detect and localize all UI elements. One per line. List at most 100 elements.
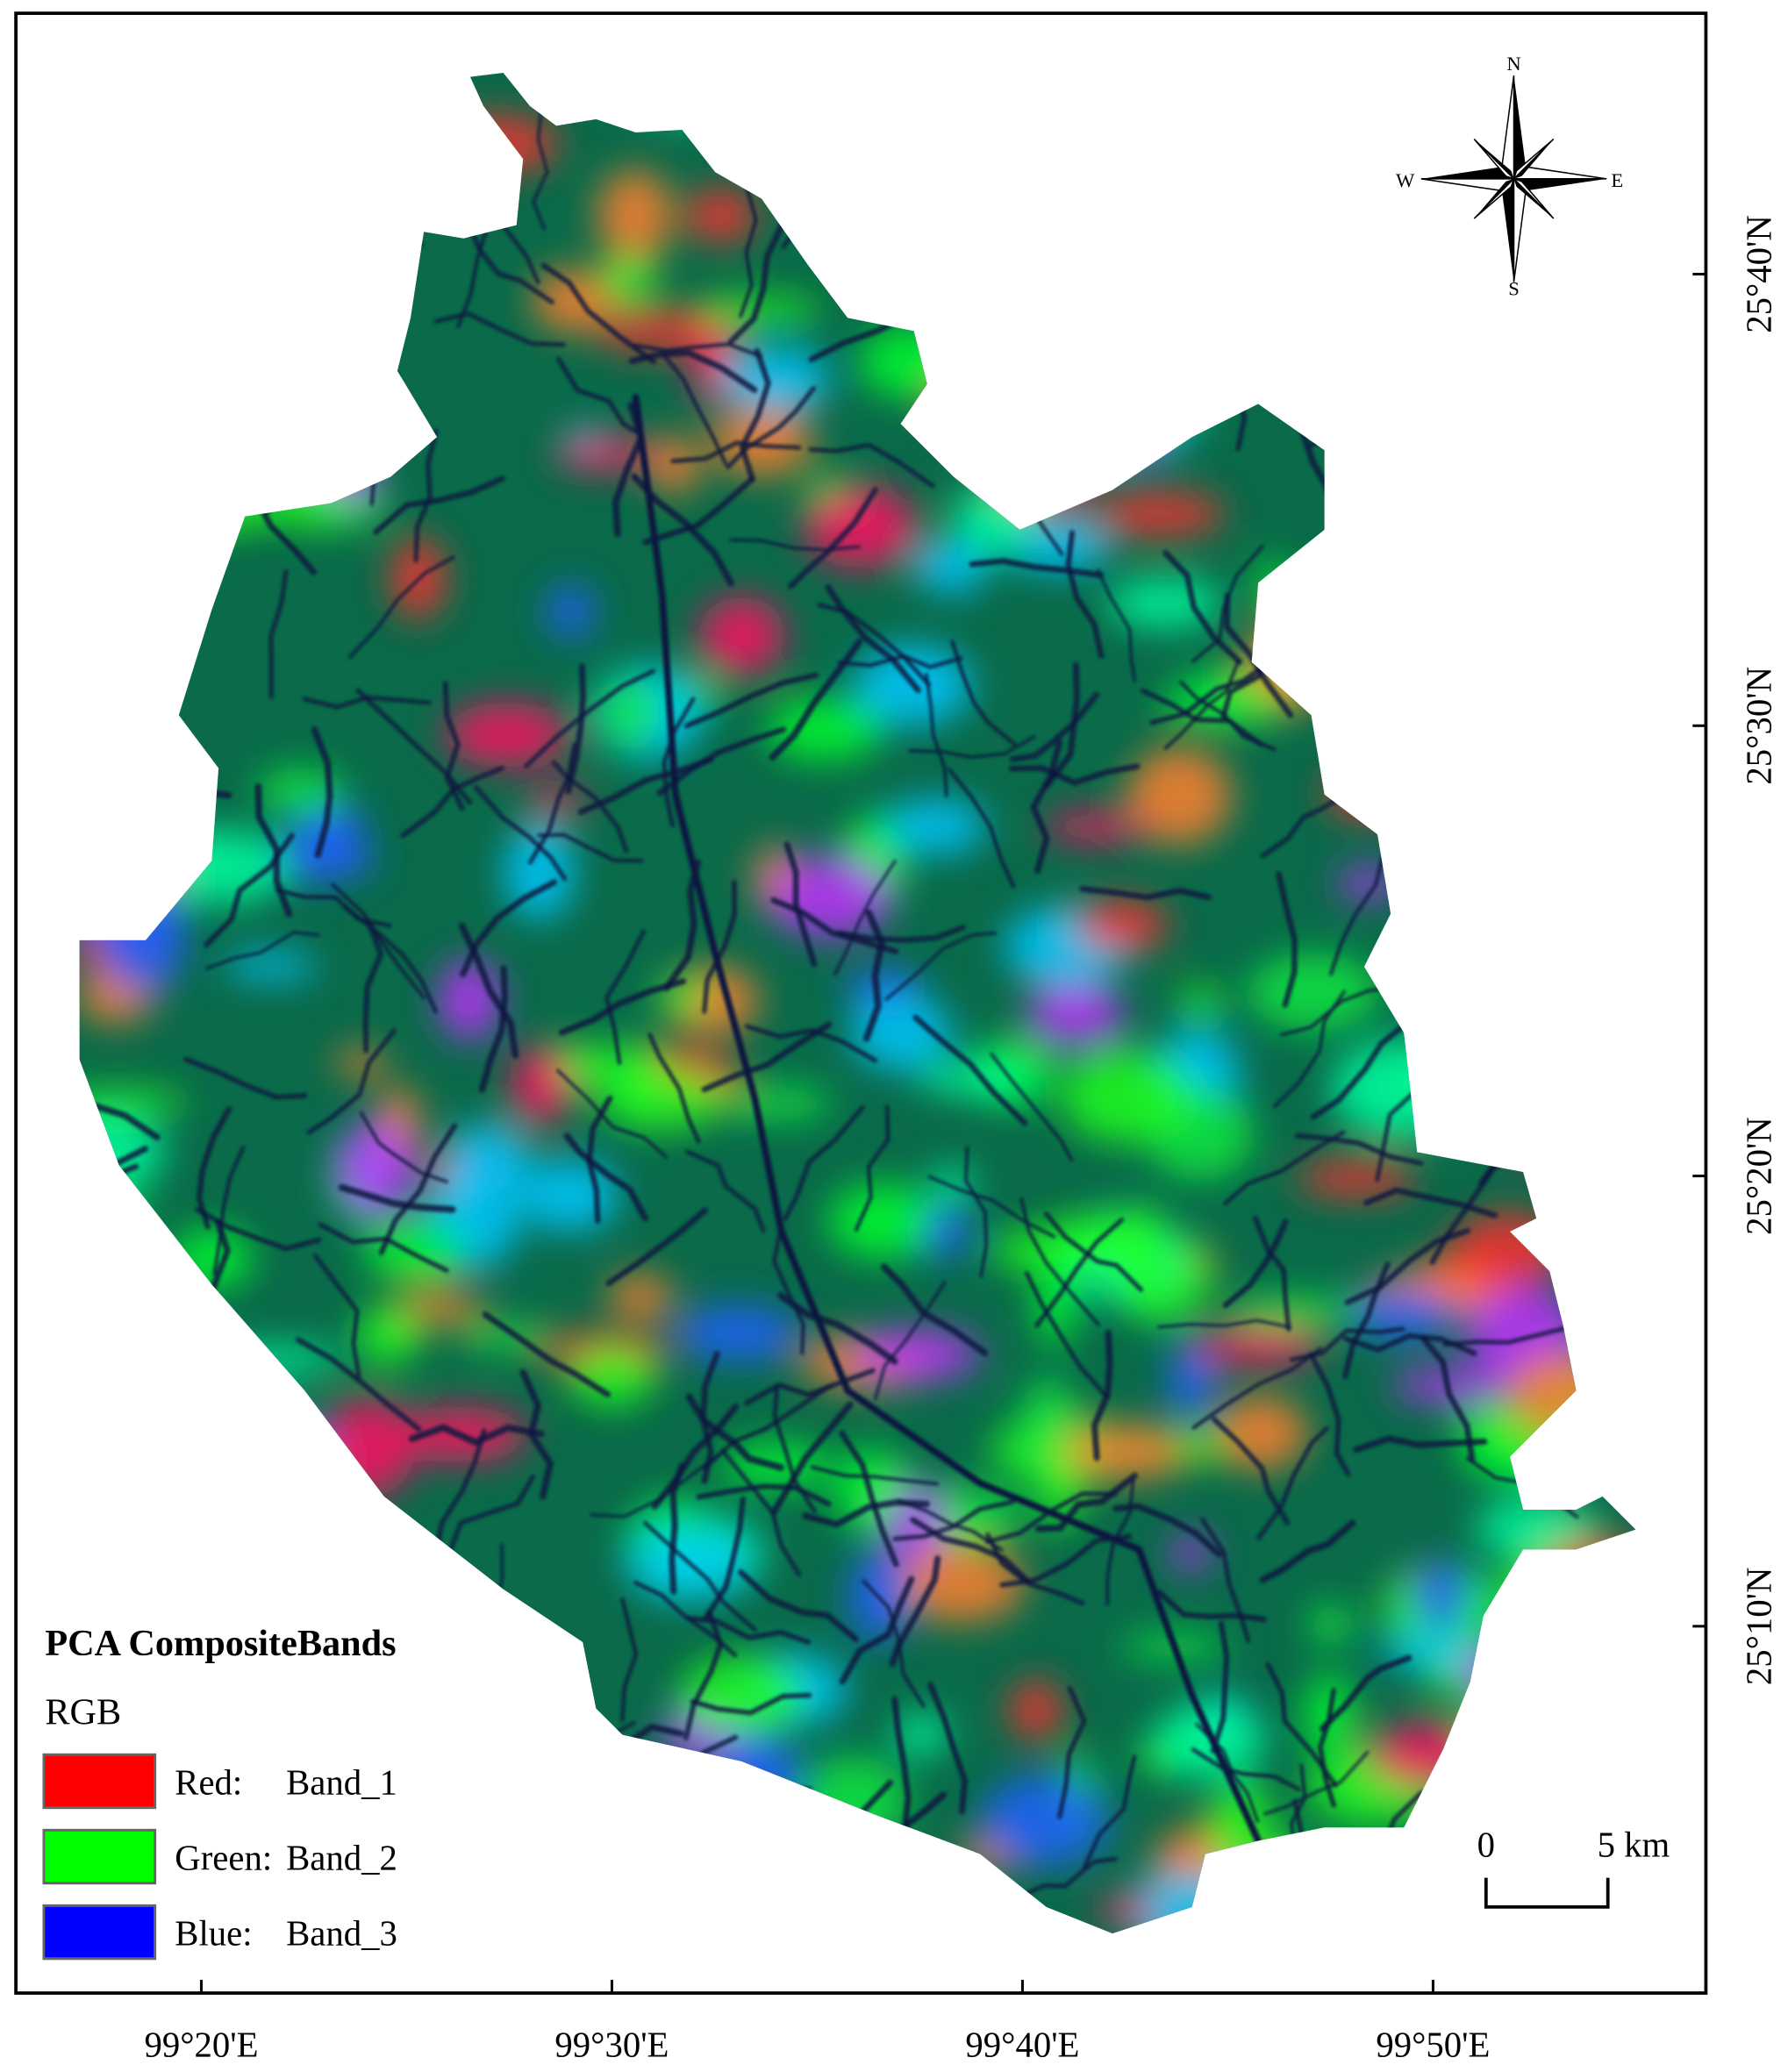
- river-line: [556, 1068, 669, 1159]
- raster-blob: [697, 597, 785, 676]
- legend-swatch: [42, 1753, 157, 1810]
- river-line: [833, 860, 897, 976]
- river-line: [331, 882, 426, 999]
- raster-blob: [1308, 1603, 1354, 1647]
- river-line: [889, 1555, 941, 1668]
- river-line: [1319, 1654, 1413, 1732]
- river-line: [927, 1175, 1056, 1239]
- river-line: [558, 978, 686, 1036]
- raster-blob: [1411, 1561, 1473, 1631]
- raster-blob: [1061, 1048, 1192, 1144]
- river-line: [669, 1462, 685, 1595]
- compass-e: E: [1611, 169, 1623, 191]
- river-line: [647, 1032, 701, 1144]
- river-line: [1263, 1750, 1370, 1816]
- raster-blob: [827, 1182, 941, 1260]
- river-line: [212, 1146, 246, 1276]
- raster-blob: [224, 952, 318, 980]
- river-line: [1256, 1425, 1329, 1540]
- legend-band: Band_3: [286, 1914, 397, 1954]
- river-line: [1210, 1620, 1230, 1754]
- river-line: [670, 440, 802, 464]
- raster-blob: [980, 1775, 1109, 1868]
- river-line: [362, 918, 384, 1054]
- raster-blob: [1097, 1897, 1159, 1924]
- river-line: [524, 668, 655, 768]
- river-line: [311, 726, 333, 859]
- river-line: [777, 1291, 898, 1365]
- river-line: [1253, 1216, 1291, 1332]
- river-line: [1310, 1018, 1412, 1120]
- river-line: [772, 1385, 817, 1513]
- raster-blob: [510, 1045, 572, 1125]
- river-line: [527, 742, 577, 865]
- river-line: [925, 672, 948, 797]
- river-line: [685, 1616, 812, 1645]
- river-line: [342, 904, 438, 1014]
- river-line: [739, 347, 771, 482]
- compass-w: W: [1396, 169, 1415, 191]
- river-line: [360, 1111, 448, 1183]
- raster-blob: [607, 1274, 674, 1319]
- river-line: [447, 1475, 535, 1556]
- river-line: [1112, 1503, 1222, 1558]
- river-line: [482, 1311, 611, 1397]
- raster-blob: [1226, 1295, 1367, 1325]
- x-tick-label: 99°40'E: [965, 2025, 1079, 2064]
- river-line: [1091, 1330, 1113, 1461]
- raster-blob: [1046, 1213, 1149, 1262]
- raster-blob: [1336, 868, 1399, 900]
- river-line: [772, 1228, 805, 1355]
- river-line: [1308, 1352, 1351, 1476]
- river-line: [950, 639, 1017, 747]
- scale-start: 0: [1477, 1826, 1495, 1865]
- river-line: [204, 832, 295, 948]
- raster-blob: [723, 1086, 833, 1121]
- river-line: [783, 1104, 865, 1222]
- river-line: [701, 1021, 833, 1093]
- river-line: [1065, 530, 1105, 659]
- raster-blob: [1474, 1498, 1596, 1558]
- raster-blob: [1009, 1680, 1063, 1740]
- river-line: [744, 1368, 876, 1406]
- river-line: [738, 1569, 859, 1643]
- raster-blob: [1026, 984, 1125, 1044]
- river-line: [355, 688, 472, 805]
- river-line: [408, 1424, 545, 1447]
- legend-channel: Red:: [175, 1763, 242, 1803]
- raster-blob: [547, 584, 595, 639]
- raster-blob: [922, 1204, 970, 1259]
- raster-blob: [570, 1346, 655, 1408]
- river-line: [839, 1430, 899, 1568]
- river-line: [519, 1369, 554, 1500]
- legend-swatch: [42, 1904, 157, 1961]
- river-line: [1276, 871, 1298, 1008]
- raster-blob: [597, 168, 673, 261]
- river-line: [683, 1610, 724, 1741]
- river-line: [577, 756, 714, 815]
- river-line: [434, 1428, 487, 1554]
- river-line: [836, 925, 966, 943]
- river-line: [1034, 1472, 1138, 1533]
- river-line: [1044, 1211, 1144, 1292]
- x-tick-label: 99°30'E: [554, 2025, 669, 2064]
- river-line: [433, 311, 566, 347]
- river-line: [556, 356, 644, 438]
- river-line: [969, 558, 1105, 578]
- river-line: [884, 932, 997, 1001]
- river-line: [1019, 1197, 1100, 1326]
- river-line: [1191, 545, 1264, 663]
- river-line: [1223, 1130, 1346, 1205]
- raster-blob: [1248, 953, 1380, 1031]
- river-line: [1191, 1747, 1301, 1791]
- river-line: [685, 1149, 766, 1233]
- river-line: [478, 965, 508, 1093]
- x-tick-label: 99°20'E: [144, 2025, 258, 2064]
- raster-blob: [684, 189, 757, 243]
- river-line: [1363, 1187, 1498, 1218]
- river-line: [783, 841, 818, 968]
- scale-end: 5 km: [1598, 1826, 1670, 1865]
- river-line: [729, 538, 861, 552]
- raster-blob: [1168, 1340, 1214, 1418]
